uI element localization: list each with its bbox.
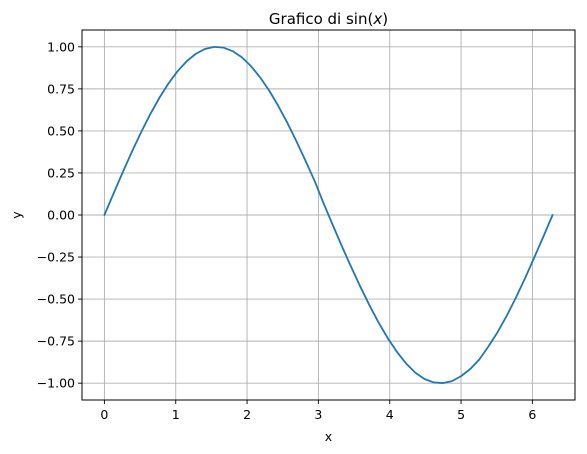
x-tick-label: 0 xyxy=(100,407,108,422)
y-tick-label: 1.00 xyxy=(47,39,75,54)
x-tick-label: 2 xyxy=(243,407,251,422)
x-tick-label: 3 xyxy=(314,407,322,422)
x-tick-label: 5 xyxy=(457,407,465,422)
x-axis-ticks: 0 1 2 3 4 5 6 xyxy=(100,400,536,422)
chart-title-suffix: ) xyxy=(382,10,388,28)
y-tick-label: −0.50 xyxy=(37,292,75,307)
chart-title-prefix: Grafico di sin( xyxy=(269,10,373,28)
y-tick-label: 0.25 xyxy=(47,165,75,180)
y-tick-label: 0.75 xyxy=(47,81,75,96)
y-axis-ticks: −1.00 −0.75 −0.50 −0.25 0.00 0.25 0.50 0.75 1.00 xyxy=(37,39,82,391)
y-tick-label: −1.00 xyxy=(37,376,75,391)
y-tick-label: −0.75 xyxy=(37,334,75,349)
y-tick-label: −0.25 xyxy=(37,250,75,265)
y-tick-label: 0.50 xyxy=(47,123,75,138)
y-tick-label: 0.00 xyxy=(47,208,75,223)
chart-title: Grafico di sin(x) xyxy=(269,10,388,28)
x-axis-label: x xyxy=(325,429,332,444)
x-tick-label: 1 xyxy=(172,407,180,422)
x-tick-label: 6 xyxy=(528,407,536,422)
series-layer xyxy=(103,46,554,384)
chart-title-variable: x xyxy=(372,10,382,28)
y-axis-label: y xyxy=(9,211,24,219)
series-line xyxy=(103,46,554,384)
x-tick-label: 4 xyxy=(386,407,394,422)
